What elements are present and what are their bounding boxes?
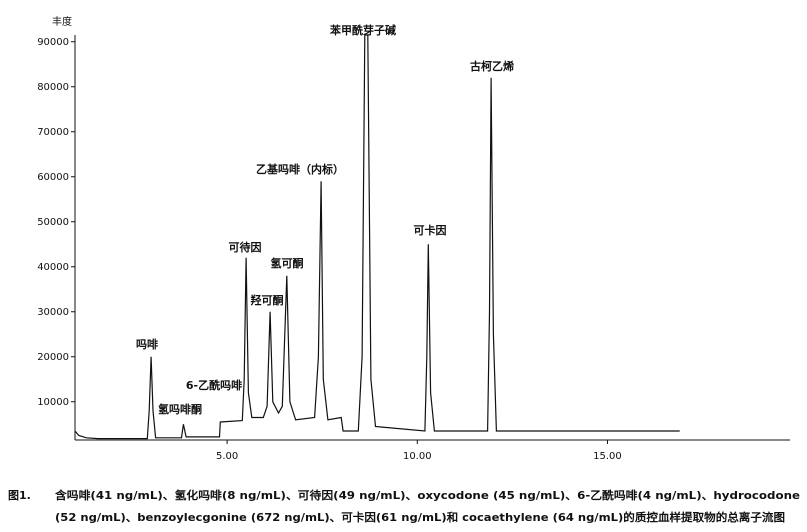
peak-label: 乙基吗啡（内标） <box>256 162 344 176</box>
y-tick-label: 20000 <box>37 352 69 363</box>
y-axis-label: 丰度 <box>52 15 72 28</box>
peak-label: 可卡因 <box>414 223 447 237</box>
peak-label: 氢可酮 <box>271 256 304 270</box>
peak-label: 苯甲酰芽子碱 <box>329 23 396 37</box>
y-tick-label: 60000 <box>37 172 69 183</box>
peak-label: 氢吗啡酮 <box>158 402 202 416</box>
peak-label: 可待因 <box>229 240 262 254</box>
trace <box>74 34 680 440</box>
y-tick-label: 50000 <box>37 217 69 228</box>
x-tick-label: 15.00 <box>593 451 622 462</box>
y-tick-label: 10000 <box>37 397 69 408</box>
peak-label: 吗啡 <box>136 337 158 351</box>
caption-line: 含吗啡(41 ng/mL)、氢化吗啡(8 ng/mL)、可待因(49 ng/mL… <box>54 488 800 502</box>
y-tick-label: 90000 <box>37 37 69 48</box>
y-tick-label: 70000 <box>37 127 69 138</box>
caption-line: (52 ng/mL)、benzoylecgonine (672 ng/mL)、可… <box>55 510 785 524</box>
y-tick-label: 30000 <box>37 307 69 318</box>
y-tick-label: 40000 <box>37 262 69 273</box>
caption-label: 图1. <box>8 489 31 502</box>
peak-label: 古柯乙烯 <box>470 59 514 73</box>
x-tick-label: 10.00 <box>403 451 432 462</box>
y-tick-label: 80000 <box>37 82 69 93</box>
peak-label: 6-乙酰吗啡 <box>186 378 242 392</box>
x-tick-label: 5.00 <box>216 451 238 462</box>
peak-label: 羟可酮 <box>251 293 284 307</box>
